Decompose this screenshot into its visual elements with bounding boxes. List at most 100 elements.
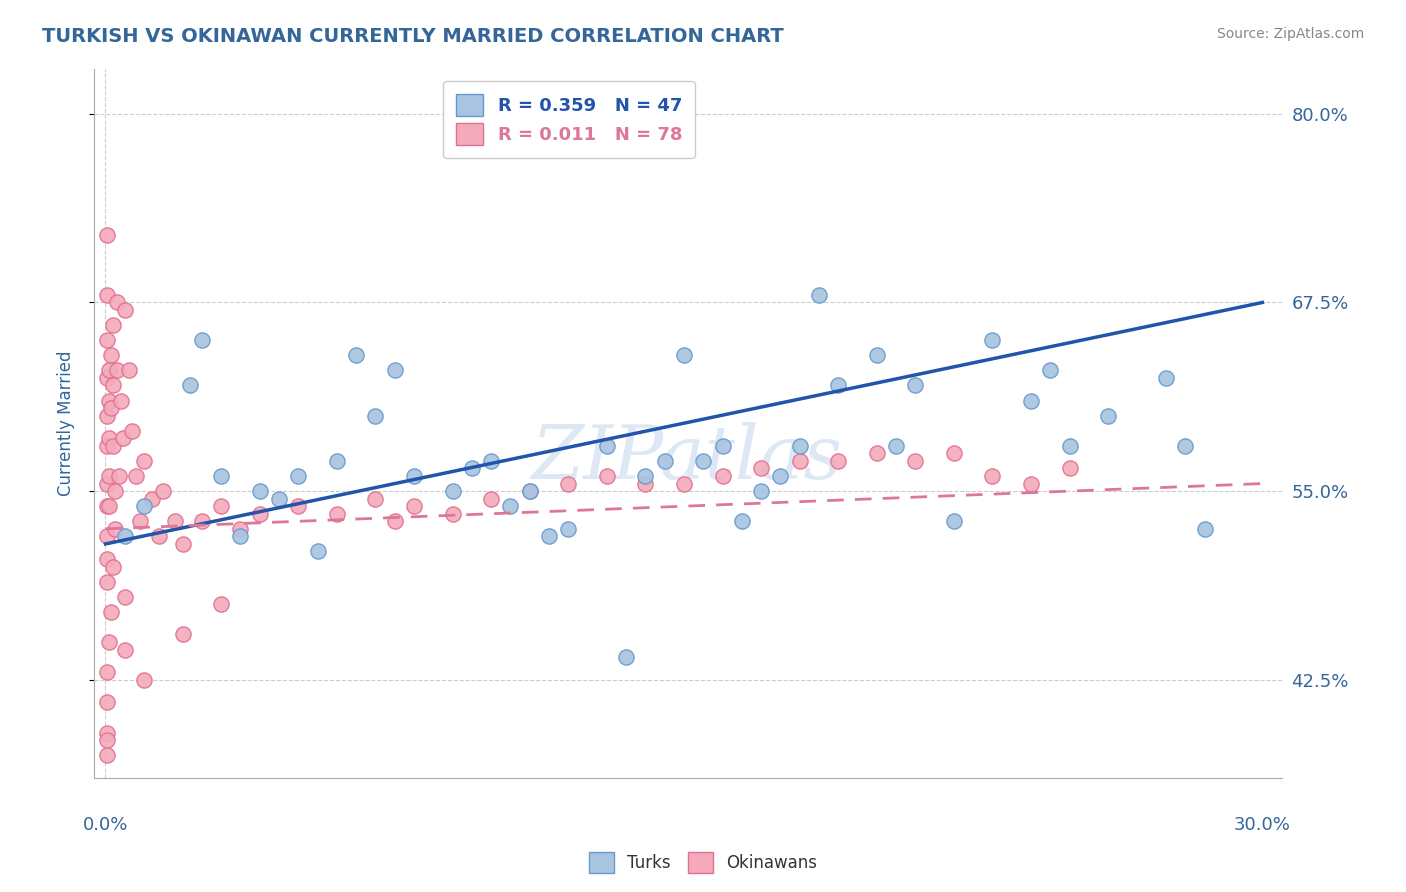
Point bbox=[749, 461, 772, 475]
Point bbox=[100, 401, 122, 416]
Point bbox=[634, 476, 657, 491]
Point bbox=[479, 454, 502, 468]
Point bbox=[96, 733, 118, 747]
Point bbox=[1059, 439, 1081, 453]
Point bbox=[519, 484, 541, 499]
Point bbox=[209, 499, 232, 513]
Point bbox=[441, 484, 464, 499]
Point bbox=[249, 507, 271, 521]
Point bbox=[103, 378, 125, 392]
Point bbox=[96, 227, 118, 242]
Point bbox=[96, 439, 118, 453]
Point bbox=[209, 469, 232, 483]
Point bbox=[441, 507, 464, 521]
Text: Source: ZipAtlas.com: Source: ZipAtlas.com bbox=[1216, 27, 1364, 41]
Point bbox=[141, 491, 163, 506]
Point bbox=[614, 650, 637, 665]
Point bbox=[129, 514, 152, 528]
Point bbox=[148, 529, 170, 543]
Point bbox=[326, 454, 349, 468]
Point bbox=[104, 522, 127, 536]
Point bbox=[105, 363, 128, 377]
Point bbox=[191, 514, 214, 528]
Point bbox=[596, 439, 619, 453]
Point bbox=[1019, 393, 1042, 408]
Point bbox=[96, 695, 118, 709]
Point bbox=[769, 469, 792, 483]
Point bbox=[117, 363, 139, 377]
Point bbox=[100, 605, 122, 619]
Point bbox=[121, 424, 143, 438]
Text: TURKISH VS OKINAWAN CURRENTLY MARRIED CORRELATION CHART: TURKISH VS OKINAWAN CURRENTLY MARRIED CO… bbox=[42, 27, 785, 45]
Point bbox=[499, 499, 522, 513]
Point bbox=[114, 642, 136, 657]
Point bbox=[634, 469, 657, 483]
Point bbox=[103, 439, 125, 453]
Point bbox=[461, 461, 484, 475]
Point bbox=[364, 491, 387, 506]
Point bbox=[557, 476, 579, 491]
Point bbox=[1194, 522, 1216, 536]
Point bbox=[114, 529, 136, 543]
Point bbox=[731, 514, 754, 528]
Point bbox=[98, 499, 121, 513]
Point bbox=[981, 333, 1004, 347]
Point bbox=[229, 522, 252, 536]
Point bbox=[711, 469, 734, 483]
Point bbox=[479, 491, 502, 506]
Point bbox=[114, 303, 136, 318]
Legend: R = 0.359   N = 47, R = 0.011   N = 78: R = 0.359 N = 47, R = 0.011 N = 78 bbox=[443, 81, 695, 158]
Point bbox=[519, 484, 541, 499]
Point bbox=[96, 333, 118, 347]
Point bbox=[96, 409, 118, 423]
Y-axis label: Currently Married: Currently Married bbox=[58, 351, 75, 496]
Point bbox=[1174, 439, 1197, 453]
Point bbox=[692, 454, 714, 468]
Point bbox=[163, 514, 186, 528]
Point bbox=[172, 627, 194, 641]
Point bbox=[1097, 409, 1119, 423]
Point bbox=[229, 529, 252, 543]
Point bbox=[557, 522, 579, 536]
Point bbox=[132, 454, 155, 468]
Point bbox=[209, 597, 232, 611]
Point bbox=[179, 378, 201, 392]
Text: 0.0%: 0.0% bbox=[83, 815, 128, 834]
Point bbox=[384, 363, 406, 377]
Point bbox=[96, 748, 118, 763]
Point bbox=[672, 348, 695, 362]
Point bbox=[1154, 371, 1177, 385]
Point bbox=[114, 590, 136, 604]
Point bbox=[807, 288, 830, 302]
Point bbox=[1019, 476, 1042, 491]
Point bbox=[103, 318, 125, 332]
Point bbox=[152, 484, 174, 499]
Point bbox=[884, 439, 907, 453]
Point bbox=[1039, 363, 1062, 377]
Point bbox=[191, 333, 214, 347]
Point bbox=[596, 469, 619, 483]
Point bbox=[125, 469, 148, 483]
Point bbox=[98, 393, 121, 408]
Point bbox=[789, 454, 811, 468]
Point bbox=[96, 665, 118, 680]
Point bbox=[904, 454, 927, 468]
Point bbox=[172, 537, 194, 551]
Point bbox=[384, 514, 406, 528]
Point bbox=[132, 673, 155, 687]
Point bbox=[307, 544, 329, 558]
Text: ZIPatlas: ZIPatlas bbox=[533, 423, 844, 495]
Point bbox=[942, 514, 965, 528]
Point bbox=[287, 469, 309, 483]
Point bbox=[96, 499, 118, 513]
Point bbox=[344, 348, 367, 362]
Point bbox=[96, 529, 118, 543]
Point bbox=[827, 378, 849, 392]
Point bbox=[981, 469, 1004, 483]
Point bbox=[100, 348, 122, 362]
Point bbox=[111, 431, 134, 445]
Point bbox=[98, 469, 121, 483]
Point bbox=[96, 288, 118, 302]
Point bbox=[249, 484, 271, 499]
Point bbox=[108, 469, 131, 483]
